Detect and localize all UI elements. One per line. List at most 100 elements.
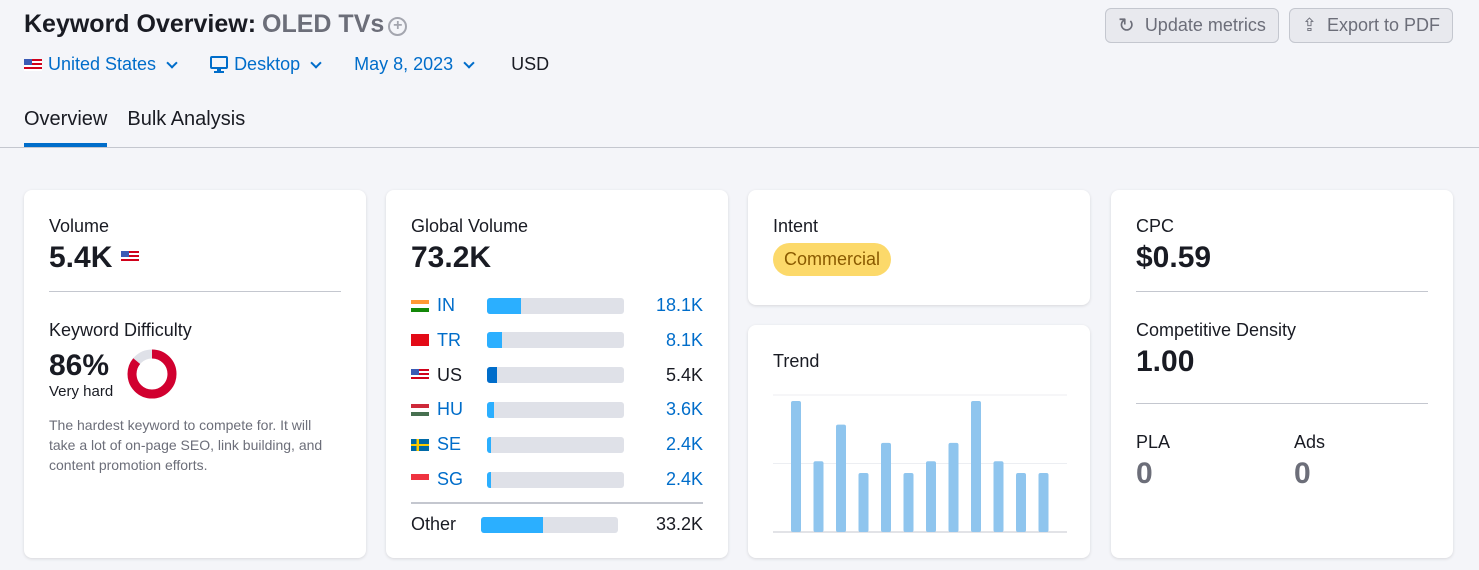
us-flag-icon	[120, 251, 139, 263]
hu-flag-icon	[411, 403, 429, 416]
cpc-card: CPC $0.59 Competitive Density 1.00 PLA 0 …	[1111, 190, 1453, 558]
country-code[interactable]: IN	[437, 295, 455, 315]
date-select[interactable]: May 8, 2023	[354, 54, 477, 75]
upload-icon: ⇪	[1301, 15, 1317, 35]
chevron-down-icon	[166, 56, 178, 69]
export-label: Export to PDF	[1326, 15, 1440, 35]
ads-label: Ads	[1294, 432, 1326, 452]
se-flag-icon	[411, 438, 429, 451]
country-bar-fill	[487, 471, 492, 488]
ads-value: 0	[1294, 457, 1311, 490]
cpc-label: CPC	[1136, 216, 1175, 236]
country-select[interactable]: United States	[24, 54, 180, 75]
country-bar-fill	[487, 297, 522, 314]
country-bar-fill	[487, 367, 497, 384]
device-label: Desktop	[234, 54, 301, 74]
trend-bar[interactable]	[1038, 473, 1049, 532]
country-bar	[487, 436, 624, 453]
intent-badge: Commercial	[773, 243, 892, 276]
trend-bar[interactable]	[971, 401, 981, 532]
country-value[interactable]: 8.1K	[665, 329, 703, 350]
other-bar-fill	[481, 516, 543, 533]
volume-card: Volume 5.4K Keyword Difficulty 86% Very …	[24, 190, 366, 558]
country-code[interactable]: SE	[437, 434, 462, 455]
country-bar-fill	[487, 436, 492, 453]
in-flag-icon	[411, 299, 429, 312]
export-pdf-button[interactable]: ⇪ Export to PDF	[1288, 8, 1453, 43]
trend-bar[interactable]	[813, 461, 824, 532]
pla-label: PLA	[1136, 432, 1171, 452]
currency-label: USD	[511, 54, 550, 74]
other-label: Other	[411, 514, 457, 534]
chevron-down-icon	[310, 56, 322, 69]
difficulty-donut	[127, 349, 177, 399]
trend-bar[interactable]	[903, 473, 914, 532]
trend-bar[interactable]	[791, 401, 801, 532]
tab-bulk-analysis[interactable]: Bulk Analysis	[127, 108, 246, 130]
country-bar	[487, 297, 624, 314]
plus-circle-icon[interactable]: +	[388, 17, 408, 36]
trend-label: Trend	[773, 351, 820, 371]
other-bar	[481, 516, 618, 533]
pla-value: 0	[1136, 457, 1153, 490]
desktop-icon	[210, 56, 229, 73]
country-value[interactable]: 3.6K	[665, 399, 703, 420]
trend-bar[interactable]	[993, 461, 1004, 532]
trend-card: Trend	[748, 325, 1090, 558]
volume-value: 5.4K	[49, 241, 341, 275]
sg-flag-icon	[411, 473, 429, 486]
country-row-hu: HU 3.6K	[411, 399, 703, 420]
update-label: Update metrics	[1144, 15, 1266, 35]
difficulty-label: Keyword Difficulty	[49, 320, 192, 340]
tabs: Overview Bulk Analysis	[24, 108, 245, 147]
us-flag-icon	[24, 58, 42, 71]
global-volume-card: Global Volume 73.2K Other 33.2K IN 18.1K TR…	[386, 190, 728, 558]
country-bar	[487, 401, 624, 418]
country-row-us: US 5.4K	[411, 365, 703, 386]
tab-overview[interactable]: Overview	[24, 108, 108, 147]
update-metrics-button[interactable]: ↻ Update metrics	[1105, 8, 1279, 43]
trend-bar[interactable]	[926, 461, 936, 532]
country-bar-fill	[487, 332, 503, 349]
divider	[1136, 291, 1428, 292]
country-value[interactable]: 18.1K	[655, 295, 703, 315]
country-label: United States	[48, 54, 157, 74]
filters-bar: United States Desktop May 8, 2023 USD	[24, 54, 549, 75]
country-code[interactable]: HU	[437, 399, 463, 420]
global-volume-value: 73.2K	[411, 241, 492, 274]
refresh-icon: ↻	[1118, 15, 1135, 37]
trend-bar[interactable]	[858, 473, 869, 532]
page-title: Keyword Overview: OLED TVs +	[24, 10, 408, 39]
trend-bar[interactable]	[836, 424, 846, 532]
difficulty-arc	[127, 349, 177, 399]
country-bar	[487, 471, 624, 488]
country-row-se: SE 2.4K	[411, 434, 703, 455]
volume-label: Volume	[49, 216, 110, 236]
country-bar	[487, 332, 624, 349]
global-volume-label: Global Volume	[411, 216, 529, 236]
other-value: 33.2K	[655, 514, 703, 534]
trend-bar[interactable]	[881, 442, 891, 532]
intent-card: Intent Commercial	[748, 190, 1090, 305]
country-bar	[487, 367, 624, 384]
difficulty-level: Very hard	[49, 382, 114, 400]
country-code[interactable]: SG	[437, 469, 464, 489]
us-flag-icon	[411, 369, 429, 382]
country-code[interactable]: TR	[437, 329, 461, 350]
country-value: 5.4K	[665, 364, 703, 385]
divider	[49, 291, 341, 292]
chevron-down-icon	[463, 56, 475, 69]
trend-bar[interactable]	[948, 442, 959, 532]
divider	[1136, 403, 1428, 404]
device-select[interactable]: Desktop	[210, 54, 324, 75]
country-value[interactable]: 2.4K	[665, 434, 703, 455]
volume-number: 5.4K	[49, 241, 113, 274]
country-row-sg: SG 2.4K	[411, 469, 703, 490]
country-value[interactable]: 2.4K	[665, 469, 703, 489]
trend-bar[interactable]	[1016, 473, 1026, 532]
country-bar-fill	[487, 401, 494, 418]
difficulty-value: 86%	[49, 348, 110, 382]
tr-flag-icon	[411, 334, 429, 347]
trend-chart	[773, 394, 1067, 533]
divider	[0, 147, 1479, 148]
